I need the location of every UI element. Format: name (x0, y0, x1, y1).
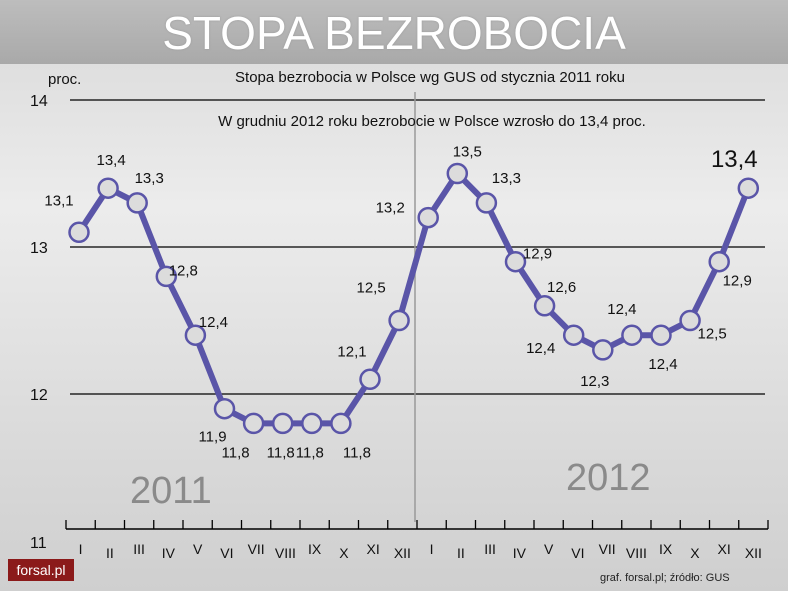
y-tick-label: 11 (30, 535, 47, 552)
x-tick-label: II (106, 545, 114, 561)
x-tick-label: X (339, 545, 349, 561)
chart-texts: Stopa bezrobocia w Polsce wg GUS od styc… (48, 69, 651, 512)
chart-title: Stopa bezrobocia w Polsce wg GUS od styc… (235, 69, 625, 86)
x-tick-label: IX (308, 541, 322, 557)
value-label: 12,8 (169, 262, 198, 279)
x-tick-label: III (484, 541, 496, 557)
x-tick-label: X (690, 545, 700, 561)
y-axis-label: proc. (48, 71, 81, 88)
value-label: 12,6 (547, 279, 576, 296)
data-point (737, 177, 760, 199)
value-label: 12,1 (337, 343, 366, 360)
value-label: 12,4 (607, 301, 636, 318)
data-point (475, 192, 498, 214)
value-label: 13,4 (96, 152, 125, 169)
data-point (679, 309, 701, 332)
chart-subtitle: W grudniu 2012 roku bezrobocie w Polsce … (218, 113, 646, 130)
x-tick-label: V (544, 541, 554, 557)
series-layer (68, 162, 760, 435)
data-point (155, 265, 178, 288)
value-label: 12,3 (580, 373, 609, 390)
x-tick-label: II (457, 545, 465, 561)
value-label: 13,5 (453, 144, 482, 161)
data-point (562, 324, 585, 346)
x-tick-label: I (430, 541, 434, 557)
source-credit: graf. forsal.pl; źródło: GUS (600, 572, 730, 584)
year-label-2011: 2011 (130, 470, 212, 512)
x-tick-label: V (193, 541, 203, 557)
x-tick-label: VI (220, 545, 233, 561)
forsal-logo: forsal.pl (8, 559, 74, 581)
data-point (97, 177, 119, 199)
value-label: 12,5 (356, 280, 385, 297)
series-line (76, 170, 752, 427)
x-tick-label: I (79, 541, 83, 557)
data-point (184, 324, 207, 346)
x-tick-label: III (133, 541, 145, 557)
value-label: 13,3 (135, 170, 164, 187)
x-tick-label: XI (718, 541, 731, 557)
x-tick-label: XI (367, 541, 380, 557)
data-point (621, 324, 643, 346)
data-point (359, 368, 381, 391)
grid-layer: 11 12 13 14 (30, 92, 765, 552)
data-point (126, 192, 148, 214)
x-tick-label: IX (659, 541, 673, 557)
data-point (242, 412, 265, 435)
value-label: 11,8 (296, 444, 324, 461)
data-point (68, 221, 90, 244)
data-point (708, 250, 730, 273)
x-axis: I II III IV V VI VII VIII IX X XI XII I II III IV V VI VII… (65, 520, 769, 561)
data-point (446, 162, 469, 185)
x-tick-label: VIII (275, 545, 296, 561)
title-banner: STOPA BEZROBOCIA (0, 0, 788, 64)
data-point (533, 295, 556, 317)
value-label: 11,9 (198, 429, 226, 446)
x-tick-label: IV (162, 545, 176, 561)
year-label-2012: 2012 (566, 457, 651, 499)
value-label: 12,5 (697, 326, 726, 343)
x-tick-label: VIII (626, 545, 647, 561)
value-label: 11,8 (222, 444, 250, 461)
data-point (504, 250, 527, 273)
highlight-value-label: 13,4 (711, 146, 758, 173)
x-tick-label: XII (745, 545, 762, 561)
x-tick-label: XII (394, 545, 411, 561)
data-point (301, 412, 323, 435)
data-point (650, 324, 672, 346)
banner-title: STOPA BEZROBOCIA (162, 7, 626, 59)
y-tick-label: 13 (30, 240, 48, 257)
data-point (271, 412, 294, 435)
value-label: 11,8 (267, 444, 295, 461)
x-tick-label: VI (571, 545, 584, 561)
data-point (417, 206, 439, 229)
value-label: 12,9 (723, 273, 752, 290)
value-label: 13,3 (492, 170, 521, 187)
data-point (388, 309, 410, 332)
value-labels-layer: 13,113,413,312,812,411,911,8 11,8 11,8 11,8… (44, 144, 757, 462)
data-point (330, 412, 352, 435)
x-tick-label: VII (599, 541, 616, 557)
value-label: 12,4 (199, 314, 228, 331)
value-label: 12,4 (648, 356, 677, 373)
y-tick-label: 14 (30, 93, 48, 110)
value-label: 13,2 (376, 200, 405, 217)
x-tick-label: IV (513, 545, 527, 561)
x-tick-label: VII (248, 541, 265, 557)
value-label: 13,1 (44, 192, 73, 209)
value-label: 11,8 (343, 444, 371, 461)
value-label: 12,9 (523, 246, 552, 263)
value-label: 12,4 (526, 340, 555, 357)
y-tick-label: 12 (30, 387, 48, 404)
data-point (592, 339, 614, 361)
data-point (213, 397, 236, 420)
